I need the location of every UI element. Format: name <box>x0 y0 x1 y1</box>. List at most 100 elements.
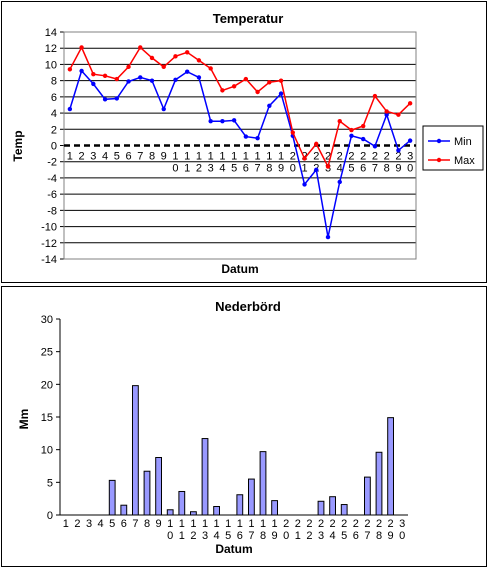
x-tick-label: 1 <box>301 163 307 175</box>
x-tick-label: 9 <box>395 163 401 175</box>
x-tick-label: 3 <box>318 530 324 542</box>
x-tick-label: 8 <box>384 163 390 175</box>
x-tick-label: 1 <box>295 530 301 542</box>
x-tick-label: 2 <box>79 151 85 163</box>
data-point-max <box>290 130 295 135</box>
y-tick-label: 15 <box>41 412 53 424</box>
data-point-min <box>325 234 331 240</box>
x-tick-label: 7 <box>132 518 138 530</box>
data-point-min <box>208 118 213 124</box>
data-point-max <box>302 156 307 161</box>
data-point-max <box>349 127 354 133</box>
x-tick-label: 4 <box>98 518 104 530</box>
x-tick-label: 9 <box>161 151 167 163</box>
data-point-min <box>91 81 96 87</box>
x-tick-label: 1 <box>260 518 266 530</box>
data-point-max <box>91 71 96 77</box>
y-tick-label: 2 <box>51 124 57 136</box>
data-point-max <box>138 45 143 50</box>
x-tick-label: 1 <box>196 151 202 163</box>
x-tick-label: 2 <box>372 151 378 163</box>
x-tick-label: 2 <box>341 518 347 530</box>
y-tick-label: 4 <box>51 108 57 120</box>
x-tick-label: 2 <box>388 518 394 530</box>
chart-title: Nederbörd <box>215 299 281 314</box>
data-point-min <box>361 136 366 142</box>
x-tick-label: 4 <box>219 163 225 175</box>
bar <box>190 511 197 516</box>
y-tick-label: 10 <box>41 445 53 457</box>
data-point-min <box>243 134 249 139</box>
data-point-max <box>79 45 84 50</box>
data-point-max <box>407 101 413 106</box>
x-tick-label: 0 <box>172 163 178 175</box>
y-tick-label: 12 <box>45 43 57 55</box>
x-tick-label: 2 <box>190 530 196 542</box>
x-tick-label: 9 <box>156 518 162 530</box>
x-tick-label: 1 <box>237 518 243 530</box>
y-tick-label: 25 <box>41 347 53 359</box>
x-tick-label: 5 <box>109 518 115 530</box>
bar <box>271 500 279 516</box>
bar <box>387 417 395 516</box>
x-tick-label: 6 <box>243 163 249 175</box>
legend-label-min: Min <box>454 136 472 148</box>
x-tick-label: 2 <box>348 151 354 163</box>
x-tick-label: 6 <box>353 530 359 542</box>
y-tick-label: 8 <box>51 76 57 88</box>
data-point-max <box>220 88 225 93</box>
bar <box>108 479 116 516</box>
x-tick-label: 1 <box>179 518 185 530</box>
x-tick-label: 6 <box>237 530 243 542</box>
data-point-min <box>173 77 178 83</box>
x-tick-label: 3 <box>90 151 96 163</box>
data-point-max <box>243 76 249 82</box>
y-tick-label: 6 <box>51 92 57 104</box>
bar <box>120 504 128 516</box>
x-tick-label: 1 <box>167 518 173 530</box>
bar <box>213 506 220 516</box>
x-tick-label: 4 <box>330 530 336 542</box>
data-point-max <box>67 67 73 72</box>
y-tick-label: 5 <box>47 477 53 489</box>
x-tick-label: 2 <box>196 163 202 175</box>
x-tick-label: 5 <box>231 163 237 175</box>
y-tick-label: 20 <box>41 379 53 391</box>
x-tick-label: 4 <box>214 530 220 542</box>
x-tick-label: 8 <box>144 518 150 530</box>
data-point-max <box>149 55 155 61</box>
data-point-min <box>337 179 342 185</box>
x-tick-label: 9 <box>272 530 278 542</box>
y-tick-label: -4 <box>47 173 57 185</box>
x-tick-label: 2 <box>313 151 319 163</box>
data-point-max <box>337 118 342 124</box>
x-tick-label: 1 <box>214 518 220 530</box>
y-tick-label: -8 <box>47 205 57 217</box>
x-tick-label: 5 <box>114 151 120 163</box>
x-tick-label: 1 <box>208 151 214 163</box>
x-tick-label: 0 <box>167 530 173 542</box>
x-tick-label: 2 <box>330 518 336 530</box>
y-tick-label: 30 <box>41 314 53 326</box>
x-tick-label: 2 <box>376 518 382 530</box>
x-tick-label: 0 <box>399 530 405 542</box>
x-tick-label: 7 <box>137 151 143 163</box>
data-point-min <box>67 106 73 112</box>
data-point-max <box>314 141 319 147</box>
x-tick-label: 0 <box>290 163 296 175</box>
temperature-chart-panel: Temperatur -14 -12 -10 -8 -6 -4 -2 0 2 4 6 8 10 12 14 1 2… <box>1 1 487 283</box>
x-tick-label: 1 <box>278 151 284 163</box>
data-point-min <box>302 182 307 187</box>
data-point-max <box>372 93 378 99</box>
bar <box>132 385 139 516</box>
y-tick-label: 10 <box>45 59 57 71</box>
data-point-min <box>185 69 190 74</box>
x-tick-label: 1 <box>63 518 69 530</box>
x-tick-label: 1 <box>243 151 249 163</box>
data-point-max <box>384 109 389 114</box>
y-tick-label: -2 <box>47 157 57 169</box>
data-point-max <box>267 80 272 85</box>
x-tick-label: 1 <box>272 518 278 530</box>
x-tick-label: 2 <box>306 530 312 542</box>
